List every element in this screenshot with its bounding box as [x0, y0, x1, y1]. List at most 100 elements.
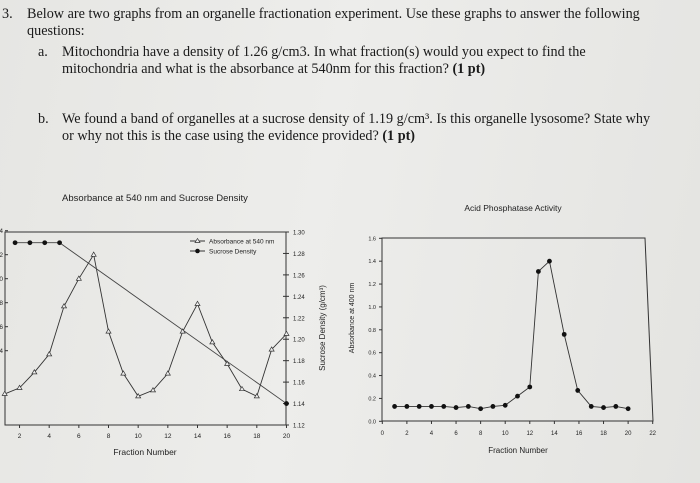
y-left-tick-label: 0.6: [0, 324, 3, 331]
y-tick-label: 0.4: [368, 374, 376, 380]
x-tick-label: 8: [479, 431, 483, 437]
density-line: [15, 242, 287, 404]
x-tick-label: 20: [283, 433, 291, 440]
question-intro-line1: Below are two graphs from an organelle f…: [27, 6, 640, 22]
x-tick-label: 2: [405, 431, 409, 437]
x-tick-label: 4: [430, 431, 434, 437]
legend-triangle-marker: [194, 237, 201, 243]
x-tick-label: 18: [600, 431, 607, 437]
x-tick-label: 22: [649, 431, 656, 437]
y-right-tick-label: 1.12: [293, 424, 305, 430]
y-tick-label: 0.6: [368, 351, 376, 357]
absorbance-point: [46, 351, 53, 357]
x-tick-label: 14: [551, 431, 558, 437]
part-a-line1: Mitochondria have a density of 1.26 g/cm…: [62, 44, 586, 60]
activity-line: [394, 260, 629, 410]
chart1-ylabel-right: Sucrose Density (g/cm³): [318, 285, 327, 371]
activity-point: [515, 393, 520, 399]
question-number: 3.: [2, 6, 13, 22]
activity-point: [416, 404, 422, 409]
activity-point: [392, 404, 397, 409]
x-tick-label: 8: [107, 433, 111, 440]
activity-point: [490, 404, 496, 409]
part-b-text: or why not this is the case using the ev…: [62, 128, 379, 144]
activity-point: [561, 331, 567, 337]
y-right-tick-label: 1.14: [293, 402, 305, 408]
chart1-title: Absorbance at 540 nm and Sucrose Density: [62, 193, 248, 204]
chart2-plot-frame: [381, 237, 654, 422]
x-tick-label: 10: [135, 433, 143, 440]
absorbance-point: [60, 303, 68, 309]
y-tick-label: 0.0: [368, 419, 376, 425]
part-b-line2: or why not this is the case using the ev…: [62, 128, 415, 145]
chart2-title: Acid Phosphatase Activity: [464, 203, 562, 213]
absorbance-point: [75, 275, 82, 281]
activity-point: [429, 404, 434, 409]
x-tick-label: 0: [381, 431, 385, 437]
x-tick-label: 14: [194, 433, 202, 440]
absorbance-point: [90, 251, 97, 257]
x-tick-label: 4: [47, 433, 51, 440]
activity-point: [465, 404, 471, 409]
y-right-tick-label: 1.20: [293, 338, 305, 344]
density-point: [57, 240, 62, 246]
y-right-tick-label: 1.30: [293, 231, 305, 237]
activity-point: [478, 406, 484, 412]
absorbance-point: [268, 346, 275, 352]
y-right-tick-label: 1.18: [293, 359, 305, 365]
density-point: [284, 401, 289, 406]
y-right-tick-label: 1.26: [293, 273, 305, 279]
absorbance-point: [224, 360, 231, 366]
part-b-points: (1 pt): [382, 128, 416, 144]
x-tick-label: 10: [502, 431, 509, 437]
y-left-tick-label: 1.0: [0, 276, 3, 283]
activity-point: [502, 402, 508, 408]
part-a-line2: mitochondria and what is the absorbance …: [62, 61, 485, 78]
y-tick-label: 0.8: [368, 328, 376, 334]
chart-absorbance-density: Absorbance at 540 nm and Sucrose Density…: [0, 193, 327, 457]
activity-point: [601, 405, 606, 410]
absorbance-point: [253, 393, 260, 399]
x-tick-label: 6: [77, 433, 81, 440]
question-intro-line2: questions:: [27, 23, 85, 39]
chart1-xlabel: Fraction Number: [113, 447, 176, 457]
part-a-points: (1 pt): [452, 61, 486, 77]
y-tick-label: 1.0: [368, 305, 376, 311]
activity-point: [547, 258, 552, 264]
absorbance-point: [120, 370, 127, 376]
legend-circle-marker: [195, 248, 200, 254]
x-tick-label: 16: [224, 433, 232, 440]
y-right-tick-label: 1.22: [293, 316, 305, 322]
absorbance-point: [194, 300, 201, 306]
y-left-tick-label: 1.4: [0, 228, 3, 235]
y-tick-label: 1.6: [368, 236, 376, 242]
y-tick-label: 1.2: [368, 282, 376, 288]
part-b-label: b.: [38, 111, 49, 127]
x-tick-label: 16: [576, 431, 583, 437]
activity-point: [575, 388, 581, 393]
y-tick-label: 1.4: [368, 259, 376, 265]
legend-density: Sucrose Density: [209, 249, 257, 256]
activity-point: [441, 404, 447, 409]
y-right-tick-label: 1.28: [293, 252, 305, 258]
y-left-tick-label: 0.8: [0, 300, 3, 307]
absorbance-point: [209, 339, 216, 345]
x-tick-label: 18: [253, 433, 261, 440]
x-tick-label: 12: [526, 431, 533, 437]
chart2-xlabel: Fraction Number: [488, 446, 548, 455]
activity-point: [535, 269, 541, 274]
x-tick-label: 12: [164, 433, 172, 440]
y-right-tick-label: 1.24: [293, 295, 305, 301]
absorbance-point: [1, 390, 8, 396]
absorbance-point: [31, 369, 38, 375]
x-tick-label: 6: [454, 431, 458, 437]
absorbance-line: [4, 253, 287, 397]
activity-point: [588, 404, 594, 409]
absorbance-point: [283, 330, 290, 336]
part-b-line1: We found a band of organelles at a sucro…: [62, 111, 651, 127]
activity-point: [453, 405, 459, 410]
x-tick-label: 2: [18, 433, 22, 440]
density-point: [27, 240, 33, 246]
part-a-label: a.: [38, 44, 48, 60]
